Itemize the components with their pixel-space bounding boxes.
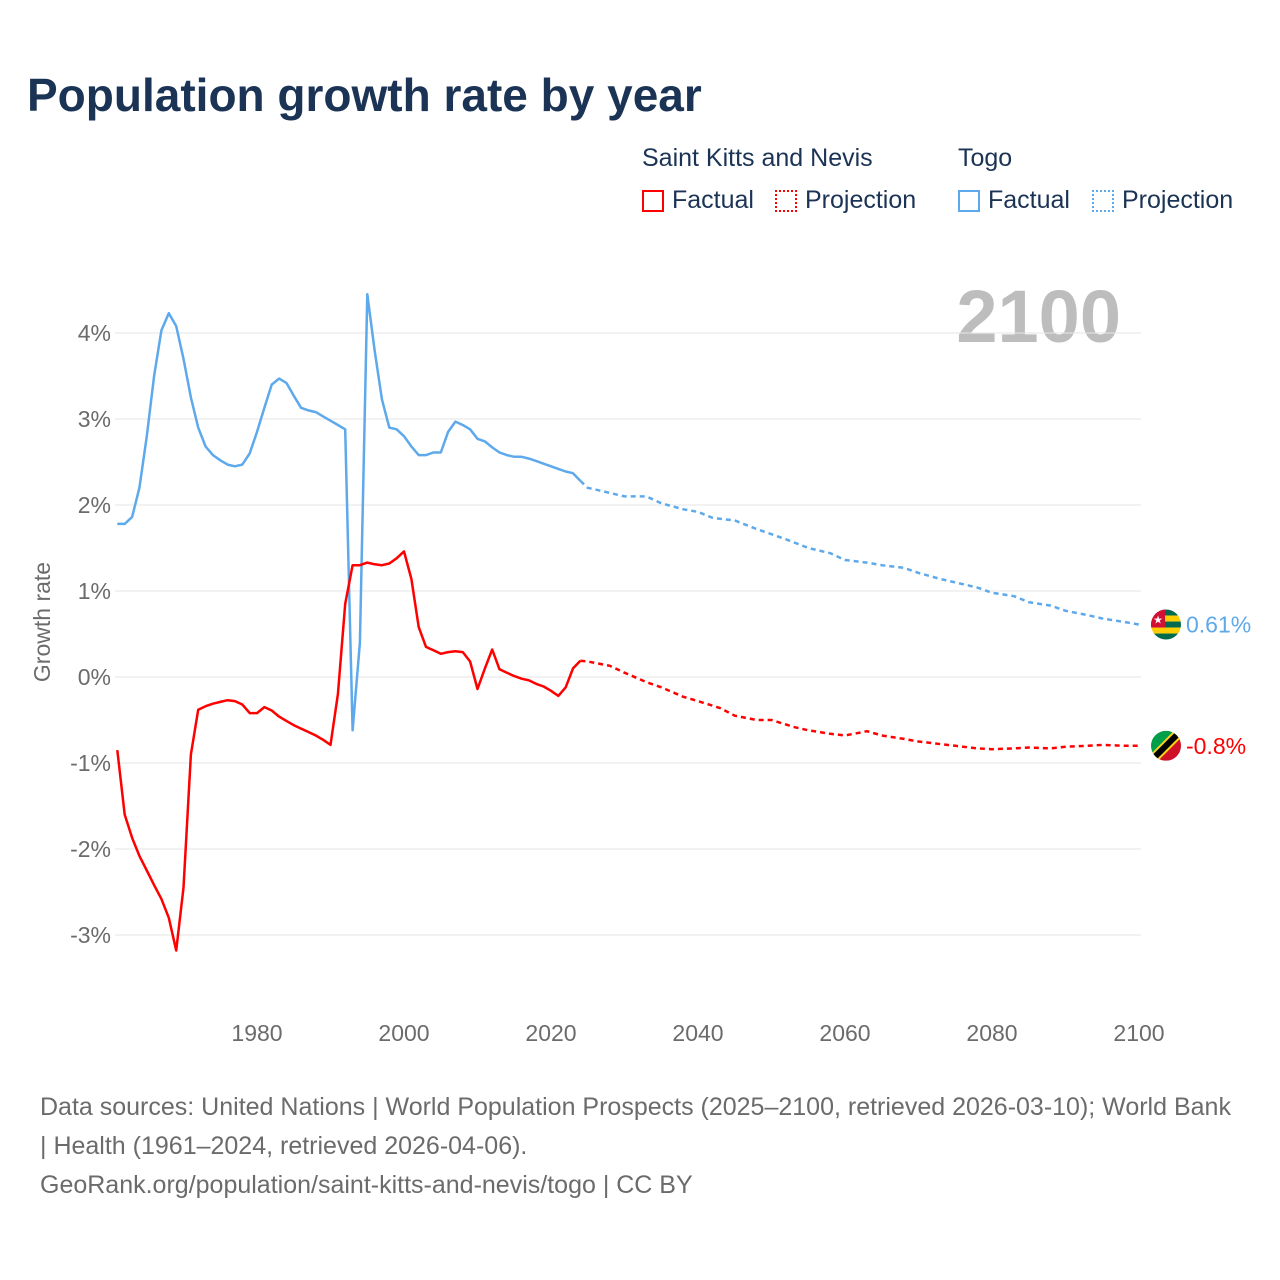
legend-swatch-solid [642, 189, 664, 212]
togo-flag-icon: ★ [1151, 609, 1181, 640]
y-tick-label: -3% [70, 922, 111, 948]
chart-title: Population growth rate by year [27, 69, 702, 121]
x-tick-label: 2080 [966, 1020, 1017, 1046]
legend-label: Projection [805, 186, 917, 214]
x-tick-label: 2100 [1113, 1020, 1164, 1046]
legend-togo-factual[interactable]: Factual [958, 186, 1070, 215]
plot-area: 2100 Growth rate 4% 3% 2% 1% 0% -1% -2% -3% 1980… [29, 275, 1251, 1046]
legend-label: Projection [1122, 186, 1234, 214]
legend-group-saint-kitts: Saint Kitts and Nevis [642, 144, 873, 172]
legend-togo-projection[interactable]: Projection [1092, 186, 1233, 215]
y-tick-label: -1% [70, 750, 111, 776]
x-tick-label: 2060 [819, 1020, 870, 1046]
series-line-factual-1 [116, 550, 582, 952]
source-link[interactable]: GeoRank.org/population/saint-kitts-and-n… [40, 1171, 693, 1199]
legend-label: Factual [672, 186, 754, 214]
series-line-factual-0 [117, 293, 582, 732]
svg-text:★: ★ [1153, 615, 1163, 627]
y-tick-label: 1% [78, 578, 111, 604]
x-tick-label: 1980 [231, 1020, 282, 1046]
footer: Data sources: United Nations | World Pop… [40, 1088, 1240, 1205]
legend-label: Factual [988, 186, 1070, 214]
y-tick-label: -2% [70, 836, 111, 862]
y-tick-label: 2% [78, 492, 111, 518]
year-watermark: 2100 [956, 275, 1121, 358]
legend-swatch-dotted [775, 189, 797, 212]
legend-group-togo: Togo [958, 144, 1013, 172]
legend-swatch-dotted [1092, 189, 1114, 212]
data-sources: Data sources: United Nations | World Pop… [40, 1093, 1231, 1160]
series-line-projection-1 [580, 659, 1139, 751]
end-value-label: 0.61% [1186, 612, 1251, 638]
legend-skn-projection[interactable]: Projection [775, 186, 916, 215]
x-tick-label: 2020 [525, 1020, 576, 1046]
y-tick-label: 4% [78, 320, 111, 346]
series-line-projection-0 [579, 479, 1140, 626]
end-value-label: -0.8% [1186, 733, 1246, 759]
saint-kitts-flag-icon [1151, 730, 1181, 761]
x-tick-label: 2000 [378, 1020, 429, 1046]
y-tick-label: 0% [78, 664, 111, 690]
legend-swatch-solid [958, 189, 980, 212]
y-tick-label: 3% [78, 406, 111, 432]
y-axis-label: Growth rate [29, 562, 55, 682]
x-tick-label: 2040 [672, 1020, 723, 1046]
legend-skn-factual[interactable]: Factual [642, 186, 754, 215]
